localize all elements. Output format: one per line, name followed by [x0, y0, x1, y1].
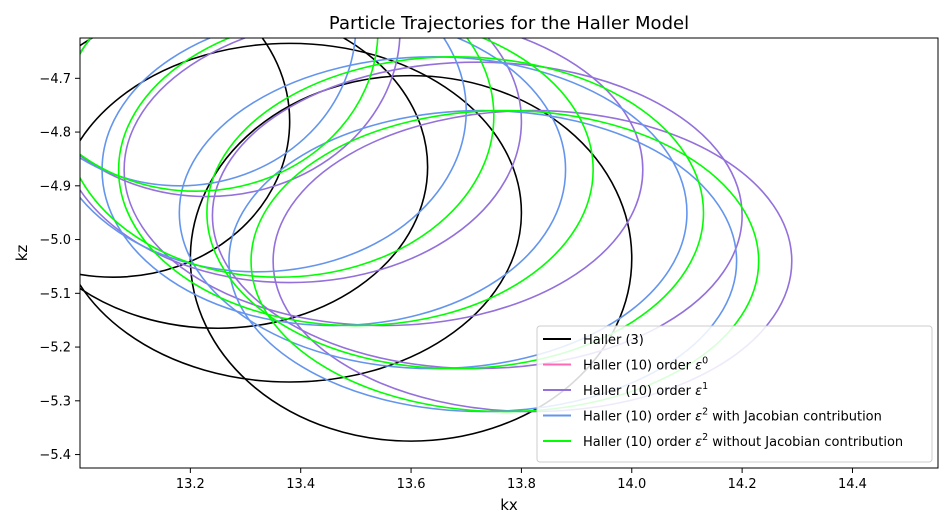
x-tick-label: 13.4 — [286, 477, 315, 492]
eps2_nojac-trajectory-loop-4 — [206, 56, 705, 370]
haller3-trajectory-loop-1 — [80, 38, 291, 278]
legend-label-eps1: Haller (10) order ε1 — [583, 381, 708, 399]
eps2_jac-trajectory-loop-1 — [80, 38, 357, 187]
x-tick-label: 13.6 — [397, 477, 426, 492]
y-tick-label: −4.8 — [39, 126, 71, 141]
haller3-trajectory-loop-2 — [80, 38, 429, 330]
legend-label-eps0: Haller (10) order ε0 — [583, 356, 708, 374]
y-tick-label: −5.4 — [39, 448, 71, 463]
haller3-trajectory-loop-3 — [80, 42, 523, 383]
eps1-trajectory-loop-2 — [80, 38, 523, 284]
x-tick-label: 13.2 — [176, 477, 205, 492]
y-tick-label: −4.9 — [39, 179, 71, 194]
eps2_nojac-trajectory-loop-3 — [117, 38, 594, 327]
x-tick-label: 14.2 — [728, 477, 757, 492]
plot-frame — [79, 37, 939, 469]
y-tick-label: −5.2 — [39, 341, 71, 356]
x-axis-ticks: 13.2 13.4 13.6 13.8 14.0 14.2 14.4 — [176, 468, 867, 492]
y-tick-label: −5.1 — [39, 287, 71, 302]
legend-label-eps2_jac: Haller (10) order ε2 with Jacobian contr… — [583, 407, 882, 425]
trajectory-curves — [80, 38, 793, 442]
eps2_nojac-trajectory-loop-1 — [80, 38, 379, 192]
y-axis-label: kz — [13, 245, 31, 262]
eps2_nojac-trajectory-loop-2 — [80, 38, 495, 278]
x-axis-label: kx — [500, 496, 518, 514]
x-tick-label: 14.0 — [617, 477, 646, 492]
y-axis-ticks: −4.7 −4.8 −4.9 −5.0 −5.1 −5.2 −5.3 −5.4 — [39, 72, 80, 463]
eps2_nojac-trajectory-loop-5 — [250, 109, 760, 413]
eps1-trajectory-loop-3 — [123, 38, 644, 327]
y-tick-label: −5.3 — [39, 394, 71, 409]
legend-label-haller3: Haller (3) — [583, 333, 644, 348]
legend-label-eps2_nojac: Haller (10) order ε2 without Jacobian co… — [583, 432, 903, 450]
y-tick-label: −4.7 — [39, 72, 71, 87]
x-tick-label: 14.4 — [838, 477, 867, 492]
chart-title: Particle Trajectories for the Haller Mod… — [329, 13, 689, 34]
x-tick-label: 13.8 — [507, 477, 536, 492]
legend-box — [536, 325, 933, 463]
y-tick-label: −5.0 — [39, 233, 71, 248]
legend: Haller (3) Haller (10) order ε0 Haller (10… — [536, 325, 933, 463]
eps1-trajectory-loop-5 — [272, 109, 793, 413]
eps1-trajectory-loop-1 — [80, 38, 401, 198]
